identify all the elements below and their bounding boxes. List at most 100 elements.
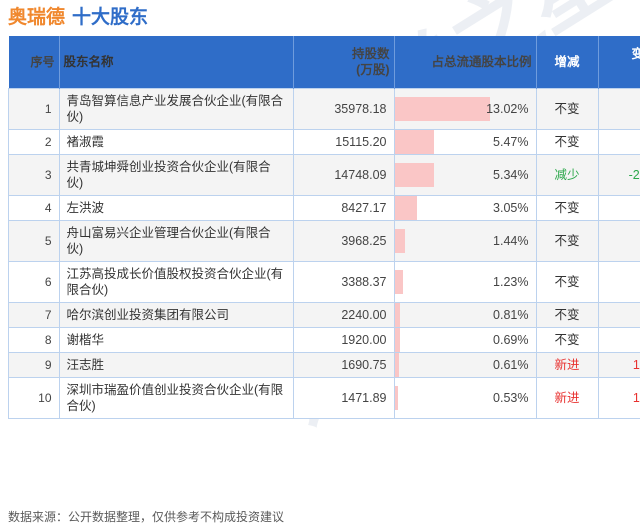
ratio-cell: 1.23% (393, 261, 537, 303)
ratio-value: 5.34% (493, 168, 529, 182)
shares-held-cell: 2240.00 (292, 302, 395, 328)
ratio-bar (394, 130, 435, 154)
row-index-cell: 2 (8, 129, 60, 155)
shareholders-table-container: 序号 股东名称 持股数(万股) 占总流通股本比例 增减 变动股数(万股) 1青岛… (8, 36, 640, 419)
share-delta-cell: 0.00 (597, 195, 640, 221)
ratio-cell: 5.34% (393, 154, 537, 196)
share-delta-cell: 0.00 (597, 327, 640, 353)
shareholder-name-cell: 青岛智算信息产业发展合伙企业(有限合伙) (58, 88, 294, 130)
ratio-cell: 0.81% (393, 302, 537, 328)
ratio-bar (394, 163, 434, 187)
shareholder-name-cell: 汪志胜 (58, 352, 294, 378)
ratio-value: 1.44% (493, 234, 529, 248)
change-status-cell: 不变 (535, 129, 599, 155)
shares-held-cell: 1690.75 (292, 352, 395, 378)
shares-held-cell: 35978.18 (292, 88, 395, 130)
header-row: 序号 股东名称 持股数(万股) 占总流通股本比例 增减 变动股数(万股) (8, 36, 640, 89)
ratio-value: 0.53% (493, 391, 529, 405)
shares-held-cell: 1920.00 (292, 327, 395, 353)
table-body: 1青岛智算信息产业发展合伙企业(有限合伙)35978.1813.02%不变0.0… (8, 88, 640, 419)
row-index-cell: 9 (8, 352, 60, 378)
share-delta-cell: 1471.89 (597, 377, 640, 419)
row-index-cell: 5 (8, 220, 60, 262)
change-status-cell: 减少 (535, 154, 599, 196)
ratio-value: 1.23% (493, 275, 529, 289)
report-topic: 十大股东 (72, 7, 149, 28)
column-header-ratio: 占总流通股本比例 (394, 36, 537, 89)
ratio-cell: 0.69% (393, 327, 537, 353)
share-delta-cell: 0.00 (597, 88, 640, 130)
column-header-shares: 持股数 (万股) (293, 36, 395, 89)
page-title: 奥瑞德 十大股东 (8, 4, 148, 32)
change-status-cell: 不变 (535, 88, 599, 130)
shares-held-cell: 15115.20 (292, 129, 395, 155)
ratio-cell: 0.61% (393, 352, 537, 378)
share-delta-cell: 1690.75 (597, 352, 640, 378)
ratio-bar (394, 328, 400, 352)
data-source-note: 数据来源：公开数据整理，仅供参考不构成投资建议 (8, 510, 285, 524)
change-status-cell: 不变 (535, 195, 599, 221)
ratio-bar (394, 386, 399, 410)
stock-name: 奥瑞德 (8, 7, 66, 28)
row-index-cell: 4 (8, 195, 60, 221)
row-index-cell: 1 (8, 88, 60, 130)
shares-held-cell: 3968.25 (292, 220, 395, 262)
share-delta-cell: -2358.24 (597, 154, 640, 196)
shareholder-name-cell: 哈尔滨创业投资集团有限公司 (58, 302, 294, 328)
shareholder-name-cell: 谢楷华 (58, 327, 294, 353)
share-delta-cell: 0.00 (597, 302, 640, 328)
ratio-cell: 1.44% (393, 220, 537, 262)
ratio-bar (394, 229, 406, 253)
ratio-value: 0.61% (493, 358, 529, 372)
row-index-cell: 8 (8, 327, 60, 353)
shareholder-name-cell: 褚淑霞 (58, 129, 294, 155)
shareholder-name-cell: 左洪波 (58, 195, 294, 221)
ratio-bar (394, 196, 417, 220)
ratio-bar (394, 97, 490, 121)
row-index-cell: 3 (8, 154, 60, 196)
column-header-index: 序号 (8, 36, 60, 89)
change-status-cell: 不变 (535, 327, 599, 353)
column-header-change: 增减 (536, 36, 599, 89)
shares-held-cell: 14748.09 (292, 154, 395, 196)
table-row: 10深圳市瑞盈价值创业投资合伙企业(有限合伙)1471.890.53%新进147… (8, 377, 640, 419)
share-delta-cell: 0.00 (597, 220, 640, 262)
shareholder-name-cell: 江苏高投成长价值股权投资合伙企业(有限合伙) (58, 261, 294, 303)
ratio-cell: 3.05% (393, 195, 537, 221)
ratio-value: 0.69% (493, 333, 529, 347)
ratio-bar (394, 303, 401, 327)
shares-held-cell: 8427.17 (292, 195, 395, 221)
table-header: 序号 股东名称 持股数(万股) 占总流通股本比例 增减 变动股数(万股) (8, 36, 640, 89)
column-header-delta: 变动股数(万股) (598, 36, 640, 89)
ratio-value: 5.47% (493, 135, 529, 149)
row-index-cell: 6 (8, 261, 60, 303)
shareholder-name-cell: 共青城坤舜创业投资合伙企业(有限合伙) (58, 154, 294, 196)
change-status-cell: 新进 (535, 377, 599, 419)
share-delta-cell: 0.00 (597, 129, 640, 155)
shares-held-cell: 1471.89 (292, 377, 395, 419)
column-header-name: 股东名称 (59, 36, 294, 89)
change-status-cell: 新进 (535, 352, 599, 378)
ratio-cell: 5.47% (393, 129, 537, 155)
ratio-cell: 0.53% (393, 377, 537, 419)
row-index-cell: 7 (8, 302, 60, 328)
ratio-bar (394, 270, 404, 294)
ratio-bar (394, 353, 399, 377)
share-delta-cell: 0.00 (597, 261, 640, 303)
ratio-value: 3.05% (493, 201, 529, 215)
ratio-value: 0.81% (493, 308, 529, 322)
shareholder-name-cell: 深圳市瑞盈价值创业投资合伙企业(有限合伙) (58, 377, 294, 419)
change-status-cell: 不变 (535, 261, 599, 303)
ratio-value: 13.02% (486, 102, 529, 116)
change-status-cell: 不变 (535, 302, 599, 328)
ratio-cell: 13.02% (393, 88, 537, 130)
